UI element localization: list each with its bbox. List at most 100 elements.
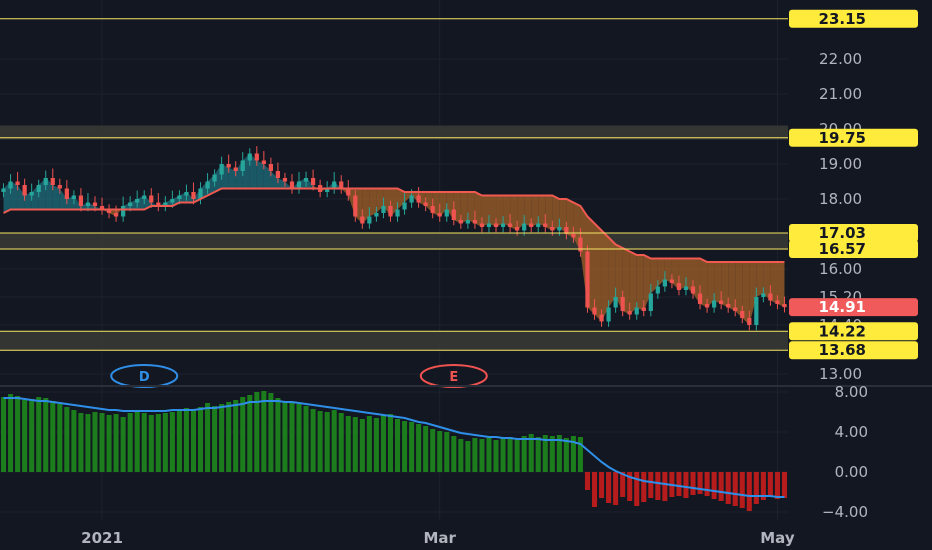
- ma-fill-segment: [552, 195, 560, 231]
- candle-body: [662, 279, 667, 287]
- histogram-bar: [591, 472, 598, 507]
- candle-body: [465, 220, 470, 224]
- histogram-bar: [197, 407, 204, 472]
- histogram-bar: [606, 472, 612, 503]
- ma-fill-segment: [45, 178, 53, 210]
- candle-body: [536, 223, 541, 227]
- histogram-bar: [22, 400, 28, 472]
- histogram-bar: [219, 404, 225, 472]
- candle-body: [71, 195, 76, 199]
- histogram-bar: [29, 399, 35, 472]
- candle-body: [303, 178, 309, 182]
- candle-body: [310, 178, 316, 185]
- histogram-bar: [233, 400, 239, 472]
- level-label-badge[interactable]: [789, 9, 918, 28]
- candle-body: [444, 209, 449, 217]
- histogram-bar: [683, 472, 689, 498]
- histogram-bar: [247, 395, 253, 472]
- histogram-bar: [155, 414, 161, 472]
- candle-body: [233, 167, 238, 171]
- candle-body: [121, 206, 126, 217]
- event-marker-label: D: [139, 370, 150, 385]
- level-lines: [0, 18, 788, 351]
- histogram-bar: [409, 422, 415, 472]
- ma-fill-segment: [721, 262, 729, 308]
- ma-fill-segment: [517, 195, 525, 231]
- candle-body: [782, 304, 787, 308]
- level-zone: [0, 232, 788, 250]
- histogram-bar: [78, 413, 84, 472]
- histogram-bar: [472, 438, 478, 472]
- candle-body: [184, 192, 189, 196]
- ma-fill-segment: [664, 258, 672, 283]
- price-axis-panel: [788, 0, 932, 385]
- price-tick-label: 16.00: [819, 260, 862, 278]
- level-label-badge[interactable]: [789, 322, 918, 341]
- candle-body: [254, 153, 259, 161]
- candle-body: [493, 223, 499, 227]
- histogram-bar: [641, 472, 647, 502]
- candle-body: [486, 223, 492, 227]
- histogram-bar: [570, 436, 576, 472]
- histogram-bar: [394, 419, 401, 472]
- histogram-bar: [303, 406, 309, 472]
- ma-fill-segment: [608, 237, 616, 308]
- histogram-bar: [627, 472, 633, 501]
- price-tick-label: 13.00: [819, 365, 862, 383]
- candle-body: [296, 181, 302, 189]
- current-price-badge[interactable]: [789, 298, 918, 317]
- candle-body: [578, 237, 583, 252]
- ma-fill-segment: [228, 167, 236, 189]
- histogram-bar: [141, 413, 147, 472]
- candle-body: [353, 195, 358, 217]
- histogram-bar: [85, 414, 91, 472]
- candle-body: [289, 181, 295, 189]
- candle-body: [599, 314, 604, 322]
- histogram-bar: [0, 397, 7, 472]
- histogram-bar: [697, 472, 703, 494]
- candle-body: [388, 206, 393, 217]
- ma-fill-segment: [59, 188, 67, 210]
- histogram-bar: [205, 403, 211, 472]
- histogram-bar: [430, 429, 436, 472]
- ma-fill-segment: [749, 262, 757, 325]
- candle-body: [191, 192, 196, 199]
- price-tick-label: 19.00: [819, 155, 862, 173]
- event-marker[interactable]: E: [419, 364, 488, 388]
- histogram-bar: [134, 410, 140, 472]
- histogram-bar: [486, 437, 492, 472]
- histogram-bar: [212, 406, 218, 472]
- histogram-bar: [753, 472, 759, 504]
- candle-body: [472, 220, 478, 224]
- histogram-bar: [704, 472, 710, 496]
- histogram-bar: [599, 472, 605, 498]
- event-marker[interactable]: D: [110, 364, 179, 388]
- candle-body: [500, 223, 506, 227]
- level-label-badge[interactable]: [789, 341, 918, 360]
- candle-body: [690, 286, 696, 294]
- histogram-bar: [190, 410, 197, 472]
- candle-body: [437, 213, 442, 217]
- candle-body: [1, 188, 6, 192]
- candle-body: [374, 213, 379, 217]
- oscillator-signal-line: [3, 397, 785, 498]
- candle-body: [557, 227, 562, 231]
- candle-body: [768, 293, 773, 301]
- ma-fill-segment: [763, 262, 771, 301]
- oscillator-axis[interactable]: 8.00 4.00 0.00 −4.00: [788, 383, 932, 521]
- histogram-bar: [36, 397, 42, 472]
- candle-body: [275, 171, 281, 178]
- histogram-bar: [416, 424, 422, 472]
- level-label-badge[interactable]: [789, 128, 918, 147]
- level-label-badge[interactable]: [789, 240, 918, 259]
- histogram-bar: [113, 414, 119, 472]
- candle-body: [416, 195, 421, 203]
- histogram-bar: [563, 438, 569, 472]
- candle-body: [325, 188, 330, 192]
- moving-average-path: [3, 187, 785, 263]
- candle-body: [156, 202, 161, 206]
- price-axis[interactable]: 24.0022.0021.0020.0019.0018.0016.0015.20…: [788, 0, 932, 385]
- time-axis[interactable]: 2021 Mar May: [0, 522, 932, 550]
- level-label-badge[interactable]: [789, 223, 918, 242]
